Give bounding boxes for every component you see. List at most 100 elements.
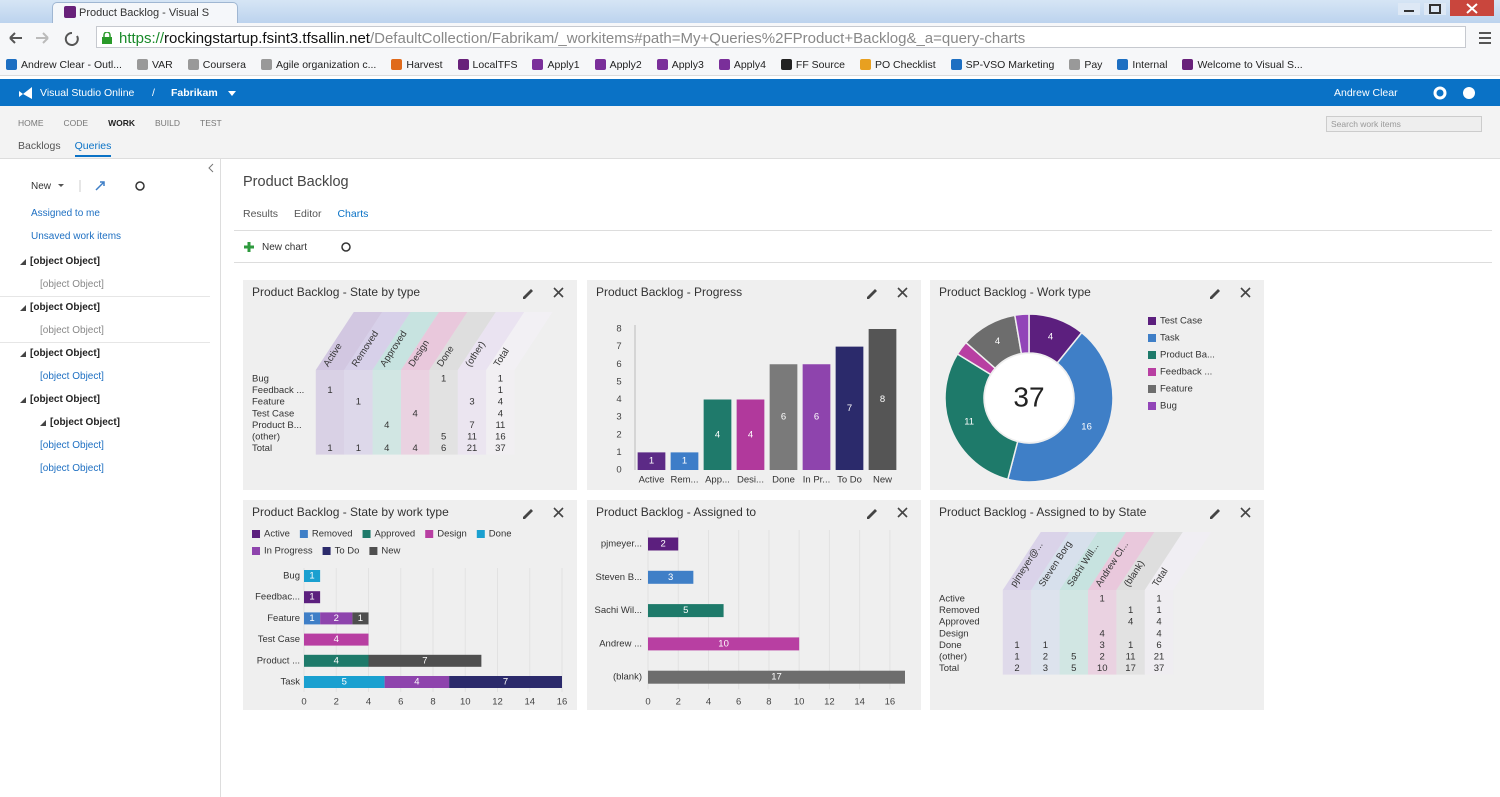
close-icon[interactable] (897, 507, 908, 518)
edit-icon[interactable] (1210, 509, 1220, 519)
toolbar-icons (58, 180, 145, 192)
bookmark[interactable]: Pay (1069, 59, 1102, 71)
hub-link[interactable]: TEST (200, 118, 222, 128)
bookmark[interactable]: Internal (1117, 59, 1167, 71)
cell: 2 (1100, 652, 1105, 663)
close-icon[interactable] (1240, 507, 1251, 518)
legend-label: Feature (1160, 384, 1193, 395)
hub-link[interactable]: HOME (18, 118, 44, 128)
bar-segment (304, 633, 369, 646)
data-label: 4 (1048, 332, 1053, 343)
bar (648, 570, 694, 584)
edit-icon[interactable] (867, 509, 877, 519)
tree-item[interactable]: [object Object] (20, 371, 210, 394)
new-chart-button[interactable]: New chart (262, 242, 308, 253)
y-tick-label: Product ... (257, 655, 300, 666)
bookmark[interactable]: Apply3 (656, 59, 704, 71)
brand[interactable]: Visual Studio Online (40, 87, 135, 99)
legend-label: Approved (375, 529, 416, 540)
bookmark[interactable]: VAR (136, 59, 173, 71)
tree-item[interactable]: [object Object] (20, 394, 210, 417)
tree-item[interactable]: [object Object] (20, 440, 210, 463)
sidebar-link[interactable]: Unsaved work items (31, 231, 122, 242)
bookmark[interactable]: Agile organization c... (260, 59, 376, 71)
bookmark-label: Andrew Clear - Outl... (21, 58, 122, 71)
close-icon[interactable] (1240, 287, 1251, 298)
view-tab[interactable]: Editor (294, 208, 322, 220)
user-name[interactable]: Andrew Clear (1334, 87, 1398, 99)
column-band (429, 312, 496, 370)
edit-icon[interactable] (523, 509, 533, 519)
tree-item[interactable]: [object Object] (0, 325, 210, 348)
cell: 3 (1100, 640, 1105, 651)
bookmark[interactable]: FF Source (780, 58, 845, 71)
bookmark-icon (187, 59, 199, 70)
tree-item[interactable]: [object Object] (20, 463, 210, 486)
close-icon[interactable] (897, 287, 908, 298)
tab-link[interactable]: Queries (74, 140, 112, 157)
hub-link[interactable]: BUILD (154, 118, 181, 128)
bar (648, 670, 905, 684)
url-host: rockingstartup.fsint3.tfsallin.net (164, 30, 370, 47)
column-band (1002, 532, 1070, 590)
edit-icon[interactable] (867, 289, 877, 299)
tab-link[interactable]: Backlogs (18, 140, 61, 152)
bookmark[interactable]: LocalTFS (457, 59, 517, 71)
new-button[interactable]: New (31, 181, 52, 192)
legend-swatch (369, 547, 378, 555)
row-label: Feature (252, 397, 285, 408)
cell: 21 (1154, 652, 1165, 663)
close-icon[interactable] (553, 287, 564, 298)
bookmark[interactable]: PO Checklist (859, 59, 936, 71)
view-tab[interactable]: Results (243, 208, 279, 220)
cell: 4 (1156, 617, 1161, 628)
url-field[interactable]: https://rockingstartup.fsint3.tfsallin.n… (96, 26, 1466, 48)
bookmark[interactable]: Coursera (187, 59, 246, 71)
bookmark-icon (136, 59, 148, 70)
legend-label: Task (1160, 333, 1180, 344)
cell: 37 (1154, 663, 1165, 674)
close-icon[interactable] (553, 507, 564, 518)
bar-segment (304, 676, 385, 688)
bookmark[interactable]: Apply1 (532, 59, 580, 71)
tree-item[interactable]: [object Object] (20, 348, 210, 371)
bar (648, 637, 800, 651)
collapse-icon[interactable] (207, 163, 215, 173)
view-tab[interactable]: Charts (337, 208, 369, 220)
bookmark[interactable]: Apply4 (718, 59, 766, 71)
refresh-icon[interactable] (340, 241, 352, 253)
row-label: Done (939, 640, 962, 651)
data-label: 5 (683, 605, 688, 616)
bookmark-icon (859, 59, 871, 70)
tree-item[interactable]: [object Object] (20, 256, 210, 279)
bookmark[interactable]: Andrew Clear - Outl... (6, 59, 122, 71)
column-band (401, 312, 468, 370)
browser-tab[interactable]: Product Backlog - Visual S (52, 2, 238, 23)
bookmark-label: FF Source (795, 58, 845, 71)
search-box[interactable]: Search work items (1326, 116, 1482, 132)
tree-item[interactable]: [object Object] (20, 302, 210, 325)
column-band (1059, 532, 1126, 590)
tree-item[interactable]: [object Object] (0, 279, 210, 302)
menu-icon[interactable] (1476, 30, 1494, 46)
cell: 1 (1156, 605, 1161, 616)
bookmark[interactable]: Welcome to Visual S... (1182, 59, 1303, 71)
y-tick-label: Steven B... (596, 572, 642, 583)
chart: Product Backlog - Assigned to by Statepj… (939, 505, 1251, 675)
bookmark-icon (718, 59, 730, 70)
project[interactable]: Fabrikam (171, 87, 218, 99)
edit-icon[interactable] (523, 289, 533, 299)
bookmark[interactable]: SP-VSO Marketing (950, 59, 1054, 71)
bookmark-icon (950, 59, 962, 70)
column-band (372, 370, 401, 455)
tree-item[interactable]: [object Object] (20, 417, 210, 440)
hub-link[interactable]: CODE (63, 118, 89, 128)
edit-icon[interactable] (1210, 289, 1220, 299)
sidebar-link[interactable]: Assigned to me (31, 208, 100, 219)
column-band (344, 312, 411, 370)
bookmark[interactable]: Harvest (391, 59, 443, 71)
slice (944, 352, 1019, 481)
bookmark[interactable]: Apply2 (594, 59, 642, 71)
hub-link[interactable]: WORK (108, 118, 135, 128)
y-tick-label: Sachi Wil... (594, 605, 642, 616)
